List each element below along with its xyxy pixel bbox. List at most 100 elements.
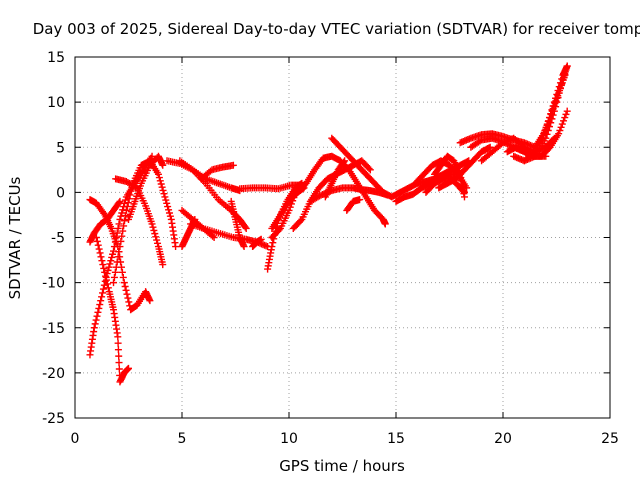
y-tick-label: -15	[42, 321, 65, 337]
data-point-marker	[124, 199, 132, 207]
y-tick-label: 0	[56, 185, 65, 201]
data-point-marker	[161, 193, 169, 201]
data-point-marker	[340, 158, 348, 166]
data-series	[321, 157, 349, 201]
data-point-marker	[555, 130, 563, 138]
data-series	[197, 161, 237, 183]
x-tick-label: 20	[494, 431, 512, 447]
data-point-marker	[159, 161, 167, 169]
data-series	[531, 71, 569, 151]
data-point-marker	[93, 237, 101, 245]
data-point-marker	[148, 152, 156, 160]
data-point-marker	[92, 234, 100, 241]
data-point-marker	[103, 280, 111, 288]
data-point-marker	[112, 263, 120, 271]
x-tick-label: 5	[178, 431, 187, 447]
data-point-marker	[124, 294, 132, 302]
data-series	[92, 234, 132, 386]
data-point-marker	[123, 290, 131, 298]
data-point-marker	[118, 209, 126, 217]
data-point-marker	[95, 245, 103, 253]
data-point-marker	[356, 196, 364, 204]
data-point-marker	[122, 206, 130, 214]
data-point-marker	[541, 126, 549, 134]
grid-lines	[75, 57, 610, 418]
data-point-marker	[547, 110, 555, 118]
data-point-marker	[99, 289, 107, 297]
data-point-marker	[98, 257, 106, 265]
data-point-marker	[116, 215, 124, 223]
data-point-marker	[121, 212, 129, 220]
data-point-marker	[99, 261, 107, 269]
x-tick-label: 25	[601, 431, 619, 447]
data-point-marker	[268, 243, 276, 251]
data-point-marker	[125, 298, 133, 306]
data-point-marker	[546, 114, 554, 122]
x-tick-label: 10	[280, 431, 298, 447]
data-point-marker	[316, 192, 324, 200]
data-point-marker	[154, 170, 162, 178]
data-point-marker	[105, 263, 113, 271]
data-point-marker	[114, 339, 122, 347]
data-point-marker	[146, 297, 154, 305]
data-point-marker	[96, 301, 104, 309]
data-point-marker	[121, 282, 129, 290]
data-point-marker	[91, 320, 99, 328]
data-point-marker	[118, 232, 126, 240]
data-point-marker	[109, 250, 117, 258]
data-point-marker	[165, 209, 173, 217]
data-point-marker	[241, 223, 249, 231]
data-point-marker	[100, 264, 108, 272]
data-point-marker	[122, 286, 130, 294]
data-point-marker	[114, 224, 122, 232]
data-point-marker	[120, 279, 128, 287]
data-point-marker	[113, 258, 121, 266]
data-point-marker	[108, 253, 116, 261]
data-point-marker	[530, 149, 538, 157]
data-series	[86, 196, 154, 314]
data-point-marker	[172, 243, 180, 251]
data-point-marker	[561, 71, 569, 79]
y-tick-label: 10	[47, 95, 65, 111]
data-point-marker	[111, 268, 119, 276]
data-point-marker	[159, 261, 167, 269]
y-tick-label: -25	[42, 411, 65, 427]
chart-title: Day 003 of 2025, Sidereal Day-to-day VTE…	[33, 20, 640, 38]
data-point-marker	[165, 206, 173, 214]
data-series	[227, 197, 248, 251]
data-point-marker	[543, 120, 551, 128]
data-point-marker	[153, 236, 161, 244]
data-point-marker	[101, 268, 109, 276]
data-point-marker	[154, 239, 162, 247]
y-tick-label: 15	[47, 50, 65, 66]
data-point-marker	[155, 174, 163, 182]
data-point-marker	[125, 364, 132, 372]
y-axis-label: SDTVAR / TECUs	[6, 176, 24, 299]
data-point-marker	[157, 180, 165, 188]
data-point-marker	[121, 217, 129, 225]
data-point-marker	[148, 220, 156, 228]
data-point-marker	[118, 268, 126, 276]
data-point-marker	[269, 239, 277, 247]
data-point-marker	[162, 196, 170, 204]
data-point-marker	[542, 123, 550, 131]
data-point-marker	[106, 260, 114, 268]
data-point-marker	[562, 110, 570, 118]
data-point-marker	[151, 230, 159, 238]
axis-ticks	[74, 56, 611, 419]
y-tick-label: -10	[42, 276, 65, 292]
data-point-marker	[563, 62, 571, 70]
data-point-marker	[125, 195, 133, 203]
data-point-marker	[115, 248, 123, 256]
data-point-marker	[119, 227, 127, 235]
data-point-marker	[381, 220, 389, 228]
data-point-marker	[107, 257, 115, 265]
data-point-marker	[95, 304, 103, 312]
data-point-marker	[100, 281, 108, 289]
data-point-marker	[257, 235, 265, 243]
data-point-marker	[150, 226, 158, 234]
data-point-marker	[365, 165, 373, 173]
data-point-marker	[102, 272, 110, 280]
x-tick-label: 0	[71, 431, 80, 447]
data-point-marker	[557, 123, 565, 131]
